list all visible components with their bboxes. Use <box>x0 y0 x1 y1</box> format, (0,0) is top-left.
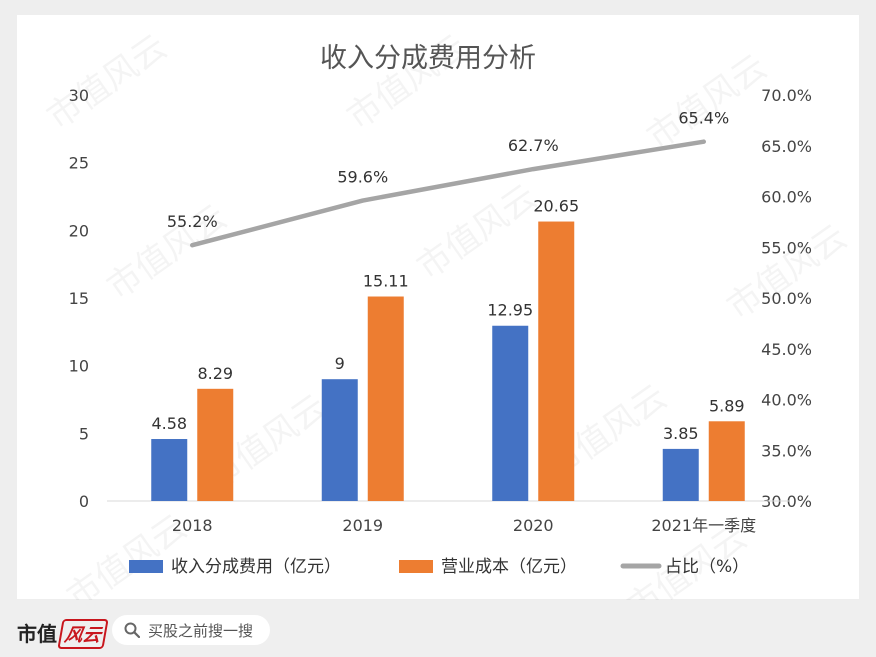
y-tick-label: 0 <box>79 492 89 511</box>
bar <box>197 388 234 501</box>
y2-tick-label: 65.0% <box>761 137 812 156</box>
bar-data-label: 4.58 <box>151 414 187 433</box>
y2-tick-label: 60.0% <box>761 188 812 207</box>
y-tick-label: 25 <box>69 154 89 173</box>
bar-data-label: 9 <box>335 354 345 373</box>
x-tick-label: 2020 <box>513 516 554 535</box>
y-tick-label: 20 <box>69 221 89 240</box>
bar-data-label: 3.85 <box>663 424 699 443</box>
search-placeholder: 买股之前搜一搜 <box>148 621 254 640</box>
brand-logo[interactable]: 市值 风云 <box>17 618 109 649</box>
line-data-label: 65.4% <box>678 109 729 128</box>
y-tick-label: 15 <box>69 289 89 308</box>
brand-text: 市值 <box>17 622 57 646</box>
y2-tick-label: 35.0% <box>761 441 812 460</box>
line-path <box>190 139 706 248</box>
x-tick-label: 2019 <box>342 516 383 535</box>
search-icon <box>124 622 140 638</box>
bar <box>151 439 188 501</box>
y2-tick-label: 50.0% <box>761 289 812 308</box>
bar <box>538 221 575 501</box>
x-axis: 2018 2019 2020 2021年一季度 <box>172 516 756 535</box>
legend-label: 收入分成费用（亿元） <box>171 557 341 577</box>
chart-title: 收入分成费用分析 <box>320 43 536 74</box>
bar-data-label: 15.11 <box>363 272 409 291</box>
y-tick-label: 5 <box>79 424 89 443</box>
y-tick-label: 30 <box>69 86 89 105</box>
y-tick-label: 10 <box>69 357 89 376</box>
y2-tick-label: 40.0% <box>761 391 812 410</box>
line-data-label: 55.2% <box>167 212 218 231</box>
y-axis-secondary: 30.0%35.0%40.0%45.0%50.0%55.0%60.0%65.0%… <box>761 86 812 511</box>
bar <box>321 379 358 501</box>
legend-label: 营业成本（亿元） <box>441 557 577 577</box>
y-axis-primary: 0 5 10 15 20 25 30 <box>69 86 89 511</box>
bar <box>367 296 404 501</box>
line-data-label: 62.7% <box>508 136 559 155</box>
y2-tick-label: 70.0% <box>761 86 812 105</box>
bar-data-label: 12.95 <box>487 301 533 320</box>
bar-series: 4.58 9 12.95 3.85 8.29 15.11 20.65 5.89 <box>151 197 745 501</box>
y2-tick-label: 45.0% <box>761 340 812 359</box>
footer-bar: 市值 风云 买股之前搜一搜 <box>0 600 876 657</box>
bar-data-label: 5.89 <box>709 396 745 415</box>
x-tick-label: 2018 <box>172 516 213 535</box>
bar <box>662 448 699 501</box>
bar <box>492 325 529 501</box>
y2-tick-label: 55.0% <box>761 238 812 257</box>
bar <box>708 421 745 501</box>
line-series: 55.2% 59.6% 62.7% 65.4% <box>167 109 729 248</box>
search-box[interactable]: 买股之前搜一搜 <box>112 615 270 645</box>
legend: 收入分成费用（亿元） 营业成本（亿元） 占比（%） <box>129 557 749 577</box>
legend-label: 占比（%） <box>665 557 749 577</box>
bar-data-label: 8.29 <box>197 364 233 383</box>
line-data-label: 59.6% <box>337 168 388 187</box>
x-tick-label: 2021年一季度 <box>651 516 756 535</box>
legend-swatch <box>129 560 163 573</box>
legend-swatch <box>399 560 433 573</box>
bar-data-label: 20.65 <box>533 197 579 216</box>
brand-mark: 风云 <box>57 619 109 649</box>
